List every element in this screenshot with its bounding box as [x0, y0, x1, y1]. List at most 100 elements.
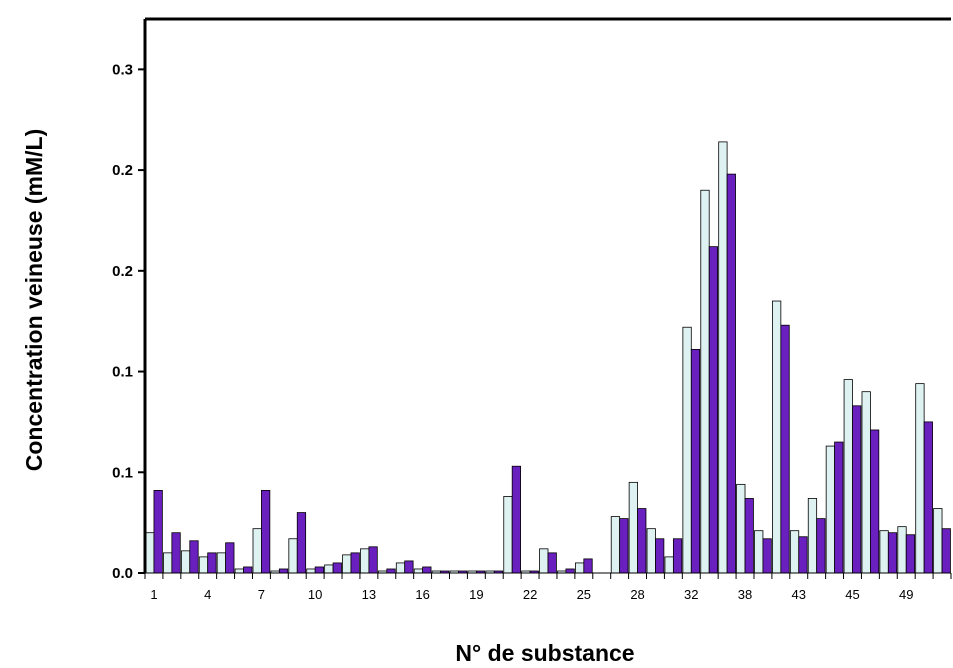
bar-series-a	[736, 483, 746, 574]
bar-series-a	[772, 300, 782, 574]
bar-series-b	[404, 560, 414, 574]
bar-series-a	[700, 189, 710, 574]
x-axis-title: N° de substance	[455, 640, 634, 666]
x-tick-label: 16	[415, 587, 429, 602]
bar-series-a	[843, 379, 853, 574]
bar-series-a	[664, 556, 674, 574]
y-tick-label: 0.2	[112, 162, 133, 179]
bar-series-a	[628, 481, 638, 574]
x-tick-label: 13	[362, 587, 376, 602]
x-tick-label: 7	[258, 587, 265, 602]
bar-series-b	[314, 566, 324, 574]
bar-series-b	[225, 542, 235, 574]
x-tick-label: 43	[792, 587, 806, 602]
bar-series-a	[915, 383, 925, 574]
bar-series-b	[744, 498, 754, 574]
bar-series-b	[887, 532, 898, 574]
y-tick-label: 0.0	[112, 565, 133, 582]
bar-series-a	[646, 528, 656, 574]
bar-series-b	[708, 246, 719, 574]
bar-series-b	[332, 562, 342, 574]
bar-series-a	[163, 552, 173, 574]
bar-series-b	[798, 536, 808, 574]
bar-series-a	[933, 508, 943, 574]
bar-series-b	[153, 490, 163, 574]
bar-series-b	[870, 429, 880, 574]
bar-series-b	[834, 441, 844, 574]
bar-series-a	[216, 552, 227, 574]
y-tick-label: 0.1	[112, 464, 133, 481]
bar-series-a	[825, 445, 835, 574]
bar-series-a	[198, 556, 209, 574]
bar-series-a	[861, 391, 871, 574]
bar-series-a	[234, 568, 244, 574]
bar-series-a	[897, 526, 907, 574]
x-tick-label: 38	[738, 587, 752, 602]
bar-series-b	[565, 568, 575, 574]
bar-series-b	[511, 465, 521, 574]
bar-series-a	[145, 532, 155, 574]
bar-series-b	[207, 552, 217, 574]
bar-series-a	[413, 568, 424, 574]
y-tick-label: 0.1	[112, 364, 133, 381]
y-tick-label: 0.3	[112, 61, 133, 78]
bar-series-b	[762, 538, 772, 574]
bar-series-a	[306, 568, 316, 574]
bar-series-a	[718, 141, 728, 574]
x-tick-label: 32	[684, 587, 698, 602]
x-tick-label: 19	[469, 587, 483, 602]
bar-series-b	[816, 518, 826, 574]
bar-series-a	[754, 530, 764, 574]
bar-series-a	[503, 496, 513, 574]
bar-series-b	[690, 348, 701, 574]
bar-series-a	[180, 550, 191, 574]
bar-series-a	[342, 554, 352, 574]
bar-series-a	[807, 498, 818, 574]
x-tick-label: 1	[150, 587, 157, 602]
bar-series-b	[386, 568, 396, 574]
bar-series-a	[395, 562, 406, 574]
x-tick-label: 10	[308, 587, 322, 602]
bar-series-b	[583, 558, 593, 574]
bar-series-b	[923, 421, 933, 574]
bar-series-b	[261, 490, 271, 574]
bar-series-b	[296, 512, 307, 574]
bar-series-b	[243, 566, 253, 574]
bar-series-a	[252, 528, 262, 574]
y-axis-ticks: 0.0 0.1 0.1 0.2 0.2 0.3	[112, 61, 145, 582]
x-tick-label: 45	[845, 587, 859, 602]
bar-series-b	[941, 528, 951, 574]
bar-series-b	[780, 324, 790, 574]
bar-series-a	[610, 516, 621, 574]
axes	[143, 17, 951, 574]
bar-series-b	[278, 568, 289, 574]
bar-series-a	[360, 548, 370, 574]
bars	[145, 141, 951, 574]
x-axis-ticks: 14710131619222528323843454956	[144, 573, 953, 602]
bar-series-b	[422, 566, 432, 574]
bar-series-a	[575, 562, 585, 574]
bar-series-b	[619, 518, 629, 574]
x-tick-label: 25	[577, 587, 591, 602]
bar-series-a	[879, 530, 889, 574]
x-tick-label: 22	[523, 587, 537, 602]
bar-series-a	[682, 326, 692, 574]
bar-series-b	[905, 534, 916, 574]
bar-series-b	[672, 538, 683, 574]
bar-series-b	[726, 173, 736, 574]
bar-series-b	[547, 552, 557, 574]
y-axis-title: Concentration veineuse (mM/L)	[21, 129, 47, 471]
bar-series-b	[189, 540, 199, 574]
bar-series-a	[789, 530, 800, 574]
bar-series-b	[171, 532, 181, 574]
bar-series-b	[637, 508, 647, 574]
x-tick-label: 28	[630, 587, 644, 602]
bar-series-b	[368, 546, 378, 574]
bar-series-a	[324, 564, 334, 574]
x-tick-label: 4	[204, 587, 211, 602]
x-tick-label: 49	[899, 587, 913, 602]
bar-series-a	[539, 548, 549, 574]
bar-series-b	[655, 538, 665, 574]
bar-series-b	[350, 552, 360, 574]
